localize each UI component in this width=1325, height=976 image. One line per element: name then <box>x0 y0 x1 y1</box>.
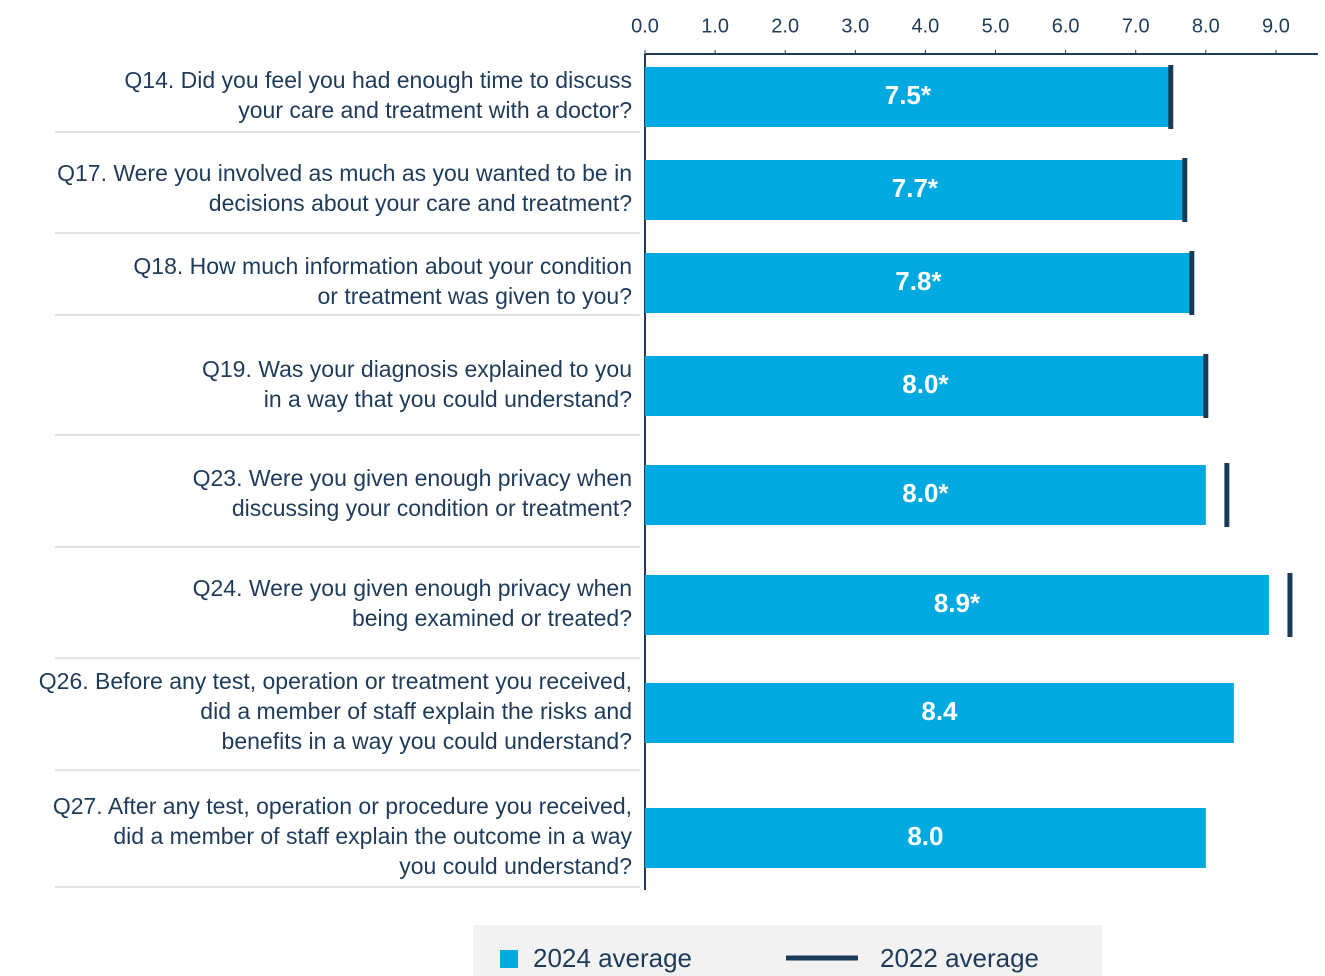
data-label: 7.8* <box>895 266 942 296</box>
category-label: Q23. Were you given enough privacy when <box>193 465 632 491</box>
data-label: 8.0* <box>902 478 949 508</box>
category-label: Q18. How much information about your con… <box>133 253 632 279</box>
legend-label: 2022 average <box>880 943 1039 973</box>
x-tick-label: 4.0 <box>912 15 940 37</box>
legend-box <box>473 925 1102 976</box>
data-label: 8.4 <box>921 696 958 726</box>
category-label: you could understand? <box>399 853 632 879</box>
data-label: 8.9* <box>934 588 981 618</box>
bar <box>645 356 1206 416</box>
category-label: did a member of staff explain the outcom… <box>113 823 632 849</box>
bar <box>645 575 1269 635</box>
bar <box>645 160 1185 220</box>
bar <box>645 67 1171 127</box>
category-label: being examined or treated? <box>352 605 632 631</box>
x-tick-label: 3.0 <box>841 15 869 37</box>
bar <box>645 465 1206 525</box>
x-tick-label: 8.0 <box>1192 15 1220 37</box>
x-tick-label: 6.0 <box>1052 15 1080 37</box>
x-tick-label: 7.0 <box>1122 15 1150 37</box>
category-label: or treatment was given to you? <box>318 283 633 309</box>
data-label: 8.0* <box>902 369 949 399</box>
category-label: Q17. Were you involved as much as you wa… <box>57 160 632 186</box>
category-label: Q19. Was your diagnosis explained to you <box>202 356 632 382</box>
x-tick-label: 9.0 <box>1262 15 1290 37</box>
bar <box>645 683 1234 743</box>
category-label: discussing your condition or treatment? <box>232 495 632 521</box>
bar <box>645 253 1192 313</box>
bar <box>645 808 1206 868</box>
category-label: decisions about your care and treatment? <box>209 190 632 216</box>
x-tick-label: 0.0 <box>631 15 659 37</box>
legend-label: 2024 average <box>533 943 692 973</box>
legend-swatch <box>500 950 518 968</box>
category-label: benefits in a way you could understand? <box>222 728 632 754</box>
category-label: Q24. Were you given enough privacy when <box>193 575 632 601</box>
x-tick-label: 2.0 <box>771 15 799 37</box>
category-label: Q27. After any test, operation or proced… <box>53 793 632 819</box>
x-tick-label: 5.0 <box>982 15 1010 37</box>
data-label: 8.0 <box>907 821 943 851</box>
category-label: Q14. Did you feel you had enough time to… <box>124 67 632 93</box>
category-label: did a member of staff explain the risks … <box>200 698 632 724</box>
x-tick-label: 1.0 <box>701 15 729 37</box>
category-label: your care and treatment with a doctor? <box>238 97 632 123</box>
data-label: 7.5* <box>885 80 932 110</box>
category-label: in a way that you could understand? <box>264 386 632 412</box>
category-label: Q26. Before any test, operation or treat… <box>39 668 632 694</box>
data-label: 7.7* <box>892 173 939 203</box>
